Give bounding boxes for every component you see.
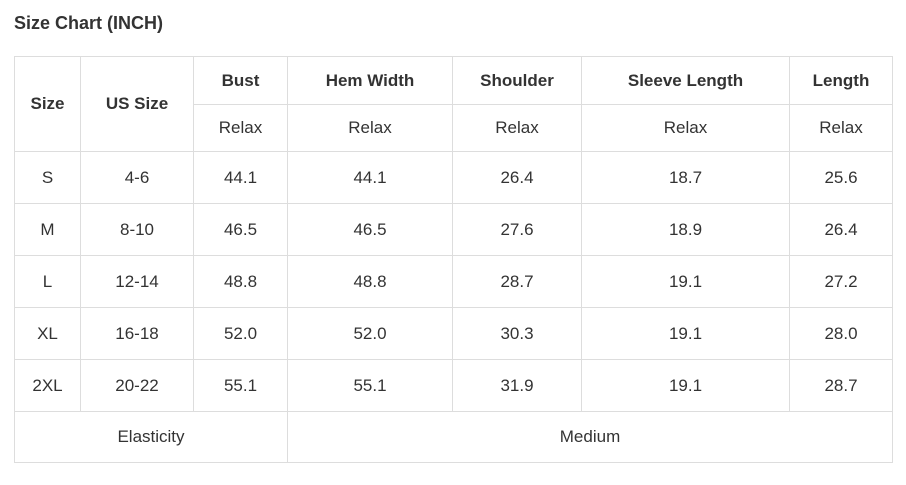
- size-cell: L: [14, 255, 81, 308]
- size-chart-table: Size US Size Bust Hem Width Shoulder Sle…: [14, 56, 893, 463]
- sleeve-length-cell: 18.9: [581, 203, 790, 256]
- sleeve-length-cell: 19.1: [581, 359, 790, 412]
- shoulder-cell: 31.9: [452, 359, 582, 412]
- table-row-m: M 8-10 46.5 46.5 27.6 18.9 26.4: [14, 203, 893, 256]
- hem-width-cell: 46.5: [287, 203, 453, 256]
- us-size-cell: 8-10: [80, 203, 194, 256]
- shoulder-cell: 26.4: [452, 151, 582, 204]
- sleeve-length-cell: 19.1: [581, 255, 790, 308]
- elasticity-row: Elasticity Medium: [14, 411, 893, 463]
- column-header-length: Length: [789, 56, 893, 105]
- header-row-top: Size US Size Bust Hem Width Shoulder Sle…: [14, 56, 893, 152]
- table-row-s: S 4-6 44.1 44.1 26.4 18.7 25.6: [14, 151, 893, 204]
- table-row-l: L 12-14 48.8 48.8 28.7 19.1 27.2: [14, 255, 893, 308]
- header-row-fit: Relax Relax Relax Relax Relax: [15, 104, 893, 152]
- elasticity-value: Medium: [287, 411, 893, 463]
- fit-cell-hem-width: Relax: [287, 104, 453, 152]
- us-size-cell: 20-22: [80, 359, 194, 412]
- sleeve-length-cell: 19.1: [581, 307, 790, 360]
- length-cell: 25.6: [789, 151, 893, 204]
- column-header-bust: Bust: [193, 56, 288, 105]
- fit-cell-bust: Relax: [193, 104, 288, 152]
- column-header-hem-width: Hem Width: [287, 56, 453, 105]
- bust-cell: 46.5: [193, 203, 288, 256]
- hem-width-cell: 44.1: [287, 151, 453, 204]
- sleeve-length-cell: 18.7: [581, 151, 790, 204]
- bust-cell: 52.0: [193, 307, 288, 360]
- page-title: Size Chart (INCH): [14, 13, 164, 33]
- size-cell: 2XL: [14, 359, 81, 412]
- us-size-cell: 12-14: [80, 255, 194, 308]
- hem-width-cell: 55.1: [287, 359, 453, 412]
- length-cell: 26.4: [789, 203, 893, 256]
- hem-width-cell: 48.8: [287, 255, 453, 308]
- shoulder-cell: 30.3: [452, 307, 582, 360]
- bust-cell: 44.1: [193, 151, 288, 204]
- bust-cell: 48.8: [193, 255, 288, 308]
- size-cell: S: [14, 151, 81, 204]
- shoulder-cell: 28.7: [452, 255, 582, 308]
- elasticity-label: Elasticity: [14, 411, 288, 463]
- us-size-column-header: US Size: [80, 56, 194, 152]
- us-size-cell: 16-18: [80, 307, 194, 360]
- size-cell: XL: [14, 307, 81, 360]
- length-cell: 27.2: [789, 255, 893, 308]
- size-cell: M: [14, 203, 81, 256]
- bust-cell: 55.1: [193, 359, 288, 412]
- table-row-xl: XL 16-18 52.0 52.0 30.3 19.1 28.0: [14, 307, 893, 360]
- fit-cell-shoulder: Relax: [452, 104, 582, 152]
- fit-cell-length: Relax: [789, 104, 893, 152]
- column-header-shoulder: Shoulder: [452, 56, 582, 105]
- table-row-2xl: 2XL 20-22 55.1 55.1 31.9 19.1 28.7: [14, 359, 893, 412]
- fit-cell-sleeve-length: Relax: [581, 104, 790, 152]
- hem-width-cell: 52.0: [287, 307, 453, 360]
- us-size-cell: 4-6: [80, 151, 194, 204]
- length-cell: 28.0: [789, 307, 893, 360]
- column-header-sleeve-length: Sleeve Length: [581, 56, 790, 105]
- shoulder-cell: 27.6: [452, 203, 582, 256]
- size-column-header: Size: [14, 56, 81, 152]
- length-cell: 28.7: [789, 359, 893, 412]
